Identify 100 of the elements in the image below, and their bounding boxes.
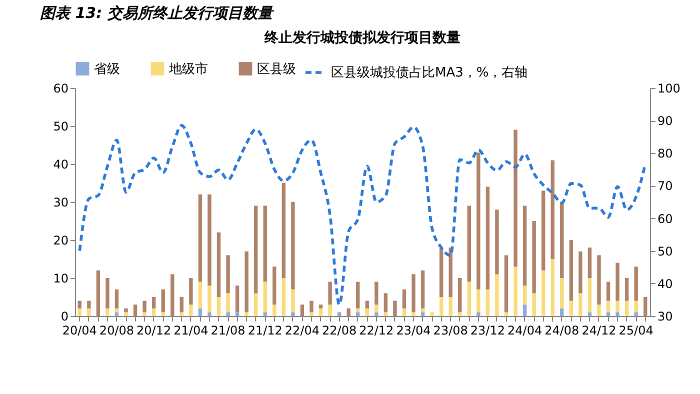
bar [208,312,212,316]
bar [235,286,240,312]
bar [198,282,202,308]
bar [374,282,378,305]
bar [254,206,258,294]
bar [412,312,416,316]
bar [282,278,286,316]
bar [522,286,527,305]
bar [114,312,119,316]
bar [541,190,546,270]
bar [189,304,193,316]
bar [374,312,378,316]
bar [263,312,267,316]
bar [578,251,582,294]
bar [402,289,406,308]
bar [532,293,536,316]
y-tick-label: 50 [53,120,68,134]
legend-label: 区县级 [257,62,296,77]
bar [616,262,620,301]
y2-tick-label: 40 [658,276,673,291]
y-tick-label: 0 [60,310,68,324]
bar [504,312,508,316]
bar [606,300,610,312]
bar [254,293,258,316]
x-tick-label: 22/04 [284,324,320,338]
bar [78,300,82,308]
bar [291,289,295,312]
bar [550,160,554,259]
chart-subtitle: 终止发行城投债拟发行项目数量 [264,29,460,46]
bar [384,312,388,316]
bar [430,312,434,316]
bar [384,293,388,312]
bar [226,255,230,294]
bar [96,270,100,316]
bar [180,312,184,316]
bar [522,206,527,286]
bar [142,300,146,312]
bar [550,259,554,316]
bar [588,278,592,312]
bar [402,308,406,316]
x-tick-label: 21/12 [248,324,282,338]
x-tick-label: 22/12 [359,324,394,338]
y2-tick-label: 90 [658,114,673,128]
line-series [78,124,647,306]
bar [624,278,629,301]
legend-label: 省级 [94,62,120,77]
bar [291,312,295,316]
bar [106,308,110,316]
bar [235,312,240,316]
bar [634,266,638,301]
bar [244,251,248,312]
y2-tick-label: 50 [658,244,673,258]
bar [328,282,332,305]
bar [272,266,276,305]
bar [216,297,221,316]
bar [644,297,648,316]
bar [365,300,369,308]
bar [216,232,221,297]
bar [318,304,323,308]
bar [569,300,574,316]
bar [532,221,536,294]
bar [346,308,350,316]
bar [161,289,165,312]
bar [318,308,323,316]
bar [560,308,564,316]
bar [634,300,638,312]
x-tick-label: 21/08 [210,324,246,338]
bar [180,297,184,312]
bar [616,300,620,312]
bar [560,202,564,278]
bar [448,297,452,316]
bar [310,300,314,312]
bar [133,304,138,316]
bar [114,289,119,308]
bar [476,312,480,316]
bar [588,312,592,316]
bar [356,282,360,308]
bar [226,293,230,312]
bar [198,308,202,316]
bar [393,300,397,316]
bar [328,304,332,316]
bar [624,300,629,316]
bar [244,312,248,316]
y-tick-label: 40 [53,158,68,172]
bar [272,304,276,316]
bar [226,312,230,316]
bar [606,282,610,301]
bar [87,308,91,316]
bar [578,293,582,316]
bar [124,312,128,316]
bar [356,312,360,316]
bar [142,312,146,316]
bar [198,194,202,282]
x-tick-label: 24/12 [582,324,616,338]
bar [263,206,267,282]
bar [634,312,638,316]
bar [588,248,592,278]
bar [541,270,546,316]
y2-tick-label: 80 [658,146,673,161]
y2-tick-label: 60 [658,212,673,226]
